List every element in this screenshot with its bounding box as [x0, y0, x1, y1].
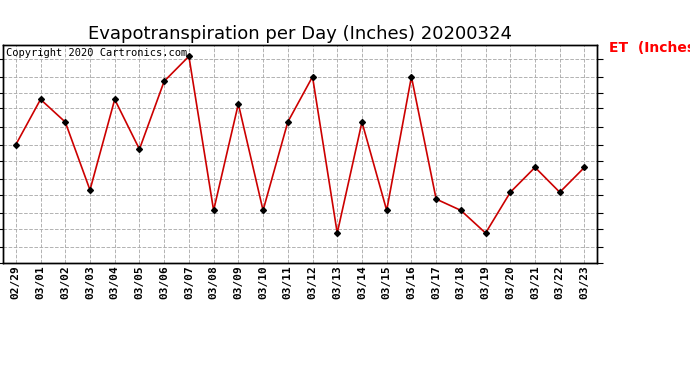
Text: ET  (Inches): ET (Inches) [609, 40, 690, 55]
Title: Evapotranspiration per Day (Inches) 20200324: Evapotranspiration per Day (Inches) 2020… [88, 26, 512, 44]
Text: Copyright 2020 Cartronics.com: Copyright 2020 Cartronics.com [6, 48, 188, 58]
